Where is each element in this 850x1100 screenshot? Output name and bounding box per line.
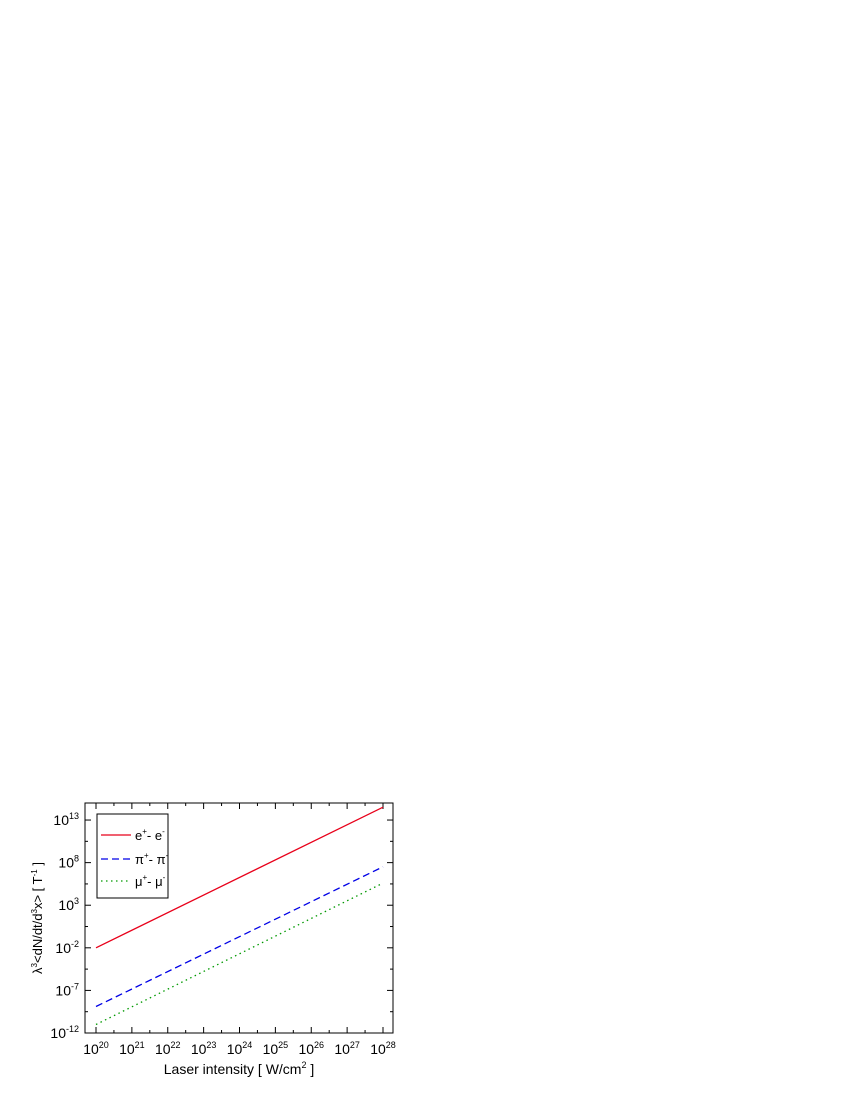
legend-label-3: μ+- μ- xyxy=(135,873,166,889)
x-tick-label: 1028 xyxy=(370,1040,396,1057)
y-tick-label: 10-7 xyxy=(55,981,79,998)
x-tick-label: 1024 xyxy=(227,1040,253,1057)
x-axis-label: Laser intensity [ W/cm2 ] xyxy=(164,1060,315,1077)
x-tick-label: 1021 xyxy=(119,1040,145,1057)
legend-box xyxy=(96,813,169,899)
x-tick-label: 1027 xyxy=(334,1040,360,1057)
x-tick-label: 1020 xyxy=(83,1040,109,1057)
y-tick-label: 1013 xyxy=(53,811,79,828)
x-tick-label: 1026 xyxy=(298,1040,324,1057)
x-tick-label: 1023 xyxy=(191,1040,217,1057)
legend-label-1: e+- e- xyxy=(135,827,165,843)
y-axis-label: λ3<dN/dt/d3x> [ T-1 ] xyxy=(30,862,45,974)
y-tick-label: 103 xyxy=(58,896,79,913)
legend-label-2: π+- π- xyxy=(135,851,169,867)
series-lines xyxy=(95,806,384,1026)
axis-ticks: 1020 1021 1022 1023 1024 1025 1026 1027 1028 10-1… xyxy=(50,803,396,1057)
legend: e+- e-π+- π-μ+- μ- xyxy=(96,813,169,899)
x-tick-label: 1022 xyxy=(155,1040,181,1057)
y-tick-label: 108 xyxy=(58,854,79,871)
series-line-1 xyxy=(95,806,384,949)
series-line-3 xyxy=(95,882,384,1026)
series-line-2 xyxy=(95,866,384,1008)
y-tick-label: 10-2 xyxy=(55,939,79,956)
y-tick-label: 10-12 xyxy=(50,1024,79,1041)
x-tick-label: 1025 xyxy=(263,1040,289,1057)
